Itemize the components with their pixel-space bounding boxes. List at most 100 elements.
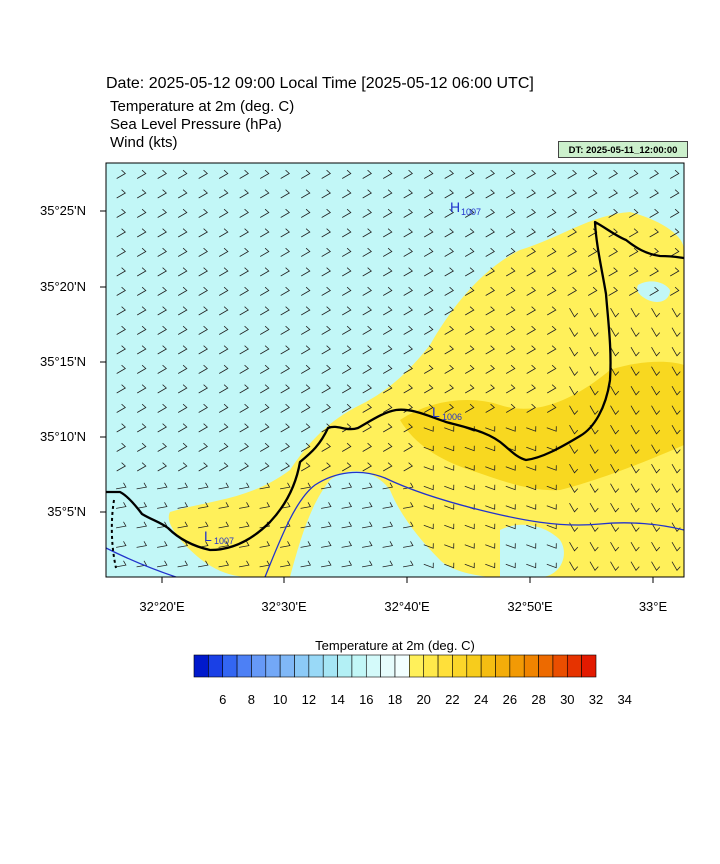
wind-barb xyxy=(526,306,536,316)
wind-barb xyxy=(362,267,372,277)
wind-barb xyxy=(116,189,126,199)
wind-barb xyxy=(444,426,455,432)
wind-barb xyxy=(157,541,168,548)
wind-barb xyxy=(321,560,332,568)
wind-barb xyxy=(444,169,454,179)
colorbar-swatch xyxy=(394,654,410,678)
wind-barb xyxy=(198,560,209,568)
wind-barb xyxy=(280,345,290,355)
wind-barb xyxy=(505,228,516,238)
wind-barb xyxy=(526,426,537,432)
colorbar-swatch xyxy=(552,654,568,678)
wind-barb xyxy=(116,502,127,509)
wind-barb xyxy=(136,482,148,490)
wind-barb xyxy=(444,306,454,316)
wind-barb xyxy=(198,345,208,355)
wind-barb xyxy=(505,384,516,394)
lon-label: 33°E xyxy=(638,599,668,614)
wind-barb xyxy=(362,228,372,238)
wind-barb xyxy=(485,426,496,432)
colorbar-swatch xyxy=(222,654,238,678)
wind-barb xyxy=(630,346,640,357)
pressure-center-low-east: L 1006 xyxy=(432,404,462,422)
wind-barb xyxy=(505,189,516,199)
wind-barb xyxy=(505,208,516,218)
wind-barb xyxy=(116,345,126,355)
colorbar-swatch xyxy=(251,654,267,678)
wind-barb xyxy=(444,445,455,452)
wind-barb xyxy=(116,286,126,296)
wind-barb xyxy=(259,169,270,179)
wind-barb xyxy=(280,306,290,316)
wind-barb xyxy=(198,228,208,238)
wind-barb xyxy=(444,325,454,335)
wind-barb xyxy=(651,444,661,454)
wind-barb xyxy=(567,247,577,257)
wind-barb xyxy=(464,208,475,218)
wind-barb xyxy=(526,562,537,569)
wind-barb xyxy=(157,189,167,199)
field-label-temperature: Temperature at 2m (deg. C) xyxy=(110,98,295,115)
wind-barb xyxy=(628,286,639,296)
wind-barb xyxy=(464,562,475,569)
wind-barb xyxy=(300,502,312,509)
wind-barb xyxy=(671,424,681,435)
wind-barb xyxy=(485,364,495,374)
wind-barb xyxy=(589,346,599,357)
wind-barb xyxy=(321,384,331,394)
colorbar-swatch xyxy=(423,654,439,678)
wind-barb xyxy=(464,465,475,471)
wind-barb xyxy=(177,169,188,179)
wind-barb xyxy=(485,306,495,316)
wind-barb xyxy=(671,541,681,552)
wind-barb xyxy=(505,465,516,471)
colorbar-swatch xyxy=(566,654,582,678)
wind-barb xyxy=(382,208,393,218)
wind-barb xyxy=(198,442,208,452)
wind-barb xyxy=(630,307,640,318)
wind-barb xyxy=(651,424,661,435)
wind-barb xyxy=(280,247,290,257)
colorbar-swatch xyxy=(437,654,453,678)
wind-barb xyxy=(382,462,393,472)
wind-barb xyxy=(157,228,167,238)
wind-barb xyxy=(610,327,620,337)
colorbar-tick-label: 20 xyxy=(416,692,431,707)
wind-barb xyxy=(608,228,618,238)
wind-barb xyxy=(485,247,495,257)
wind-barb xyxy=(423,345,434,355)
wind-barb xyxy=(239,208,249,218)
wind-barb xyxy=(546,484,557,491)
wind-barb xyxy=(569,405,579,415)
wind-barb xyxy=(116,325,126,335)
pressure-center-low-east-letter: L xyxy=(432,404,440,420)
wind-barb xyxy=(444,384,454,394)
wind-barb xyxy=(610,385,620,396)
wind-barb xyxy=(300,521,312,529)
wind-barb xyxy=(341,442,352,452)
wind-barb xyxy=(671,463,681,474)
wind-barb xyxy=(177,306,188,316)
wind-barb xyxy=(218,403,229,413)
wind-barb xyxy=(546,345,557,355)
wind-barb xyxy=(485,384,495,394)
lon-label: 32°40'E xyxy=(384,599,430,614)
wind-barb xyxy=(239,169,249,179)
wind-barb xyxy=(382,482,394,490)
wind-barb xyxy=(505,286,516,296)
wind-barb xyxy=(341,247,352,257)
wind-barb xyxy=(321,306,331,316)
wind-barb xyxy=(628,247,639,257)
wind-barb xyxy=(136,345,147,355)
wind-barb xyxy=(569,561,579,571)
wind-barb xyxy=(589,483,599,493)
wind-barb xyxy=(567,208,577,218)
wind-barb xyxy=(198,306,208,316)
colorbar-swatch xyxy=(581,654,597,678)
wind-barb xyxy=(116,541,127,548)
wind-barb xyxy=(280,482,291,490)
wind-barb xyxy=(177,502,189,509)
wind-barb xyxy=(341,541,353,548)
wind-barb xyxy=(587,189,598,199)
wind-barb xyxy=(136,384,147,394)
